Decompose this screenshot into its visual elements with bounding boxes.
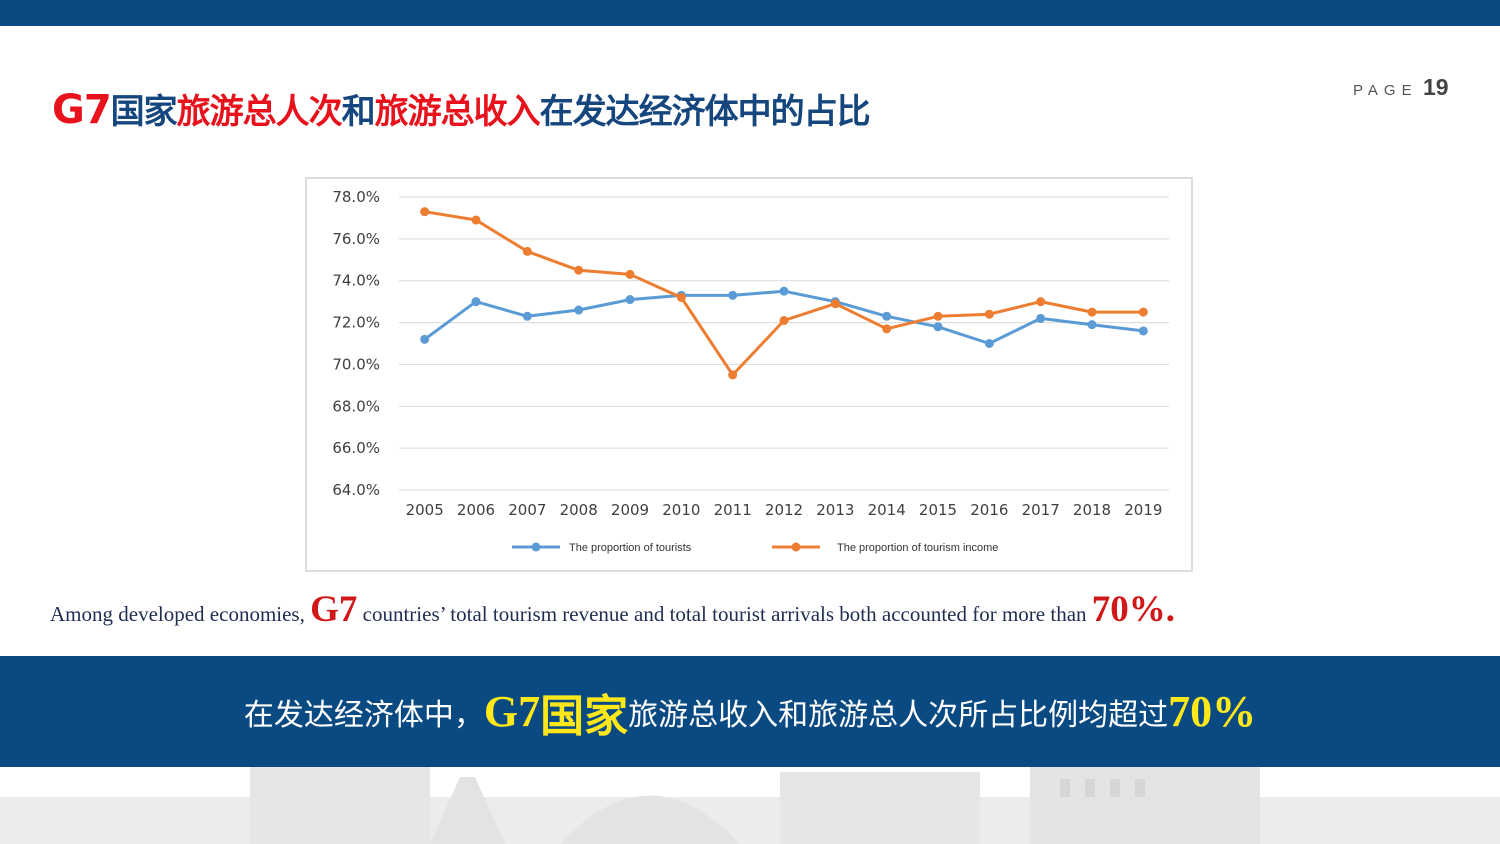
data-point	[984, 339, 994, 348]
data-point	[1138, 326, 1148, 336]
data-point	[882, 324, 892, 334]
caption: Among developed economies, G7 countries’…	[50, 588, 1175, 631]
x-tick-label: 2005	[406, 501, 444, 519]
title-part1: 国家	[110, 92, 178, 132]
skyline-decoration	[0, 767, 1500, 844]
data-point	[984, 309, 994, 319]
line-chart: 64.0% 66.0% 68.0% 70.0% 72.0% 74.0% 76.0% 78.0%…	[332, 188, 1169, 554]
legend-swatch-marker	[531, 542, 541, 552]
title-part5: 在发达经济体中的占比	[539, 92, 871, 132]
data-point	[1036, 313, 1046, 323]
x-tick-label: 2011	[714, 501, 752, 519]
data-point	[676, 292, 686, 302]
caption-part1: Among developed economies,	[50, 602, 311, 626]
chart-container: 64.0% 66.0% 68.0% 70.0% 72.0% 74.0% 76.0% 78.0%…	[305, 177, 1193, 572]
x-tick-label: 2016	[970, 501, 1008, 519]
x-tick-label: 2013	[816, 501, 854, 519]
conclusion-banner: 在发达经济体中， G7 国家 旅游总收入和旅游总人次所占比例均超过 70%	[0, 656, 1500, 767]
y-tick-label: 76.0%	[332, 230, 380, 248]
title-part3: 和	[341, 92, 376, 132]
banner-guojia: 国家	[540, 690, 629, 742]
y-tick-label: 74.0%	[332, 272, 380, 290]
banner-part2: 旅游总收入和旅游总人次所占比例均超过	[628, 697, 1169, 733]
data-point	[1087, 320, 1097, 330]
legend-label: The proportion of tourism income	[837, 542, 998, 554]
data-point	[420, 334, 430, 344]
x-tick-label: 2007	[508, 501, 546, 519]
data-point	[471, 297, 481, 307]
legend-swatch-marker	[791, 542, 801, 552]
data-point	[728, 370, 738, 380]
page-title: G7国家旅游总人次和旅游总收入在发达经济体中的占比	[52, 84, 871, 140]
x-tick-label: 2006	[457, 501, 495, 519]
page-number: 19	[1423, 74, 1449, 100]
caption-part2: countries’ total tourism revenue and tot…	[357, 602, 1092, 626]
data-point	[522, 246, 532, 256]
data-point	[933, 311, 943, 321]
data-point	[1036, 297, 1046, 307]
x-tick-label: 2015	[919, 501, 957, 519]
y-tick-label: 72.0%	[332, 314, 380, 332]
banner-part1: 在发达经济体中，	[243, 697, 484, 733]
x-tick-label: 2010	[662, 501, 700, 519]
data-point	[779, 315, 789, 325]
legend-label: The proportion of tourists	[569, 542, 692, 554]
y-tick-label: 66.0%	[332, 439, 380, 457]
data-point	[625, 295, 635, 305]
y-tick-label: 68.0%	[332, 397, 380, 415]
top-bar	[0, 0, 1500, 26]
data-point	[625, 269, 635, 279]
caption-percent: 70%.	[1091, 589, 1176, 630]
title-part4: 旅游总收入	[374, 92, 541, 132]
y-tick-label: 70.0%	[332, 355, 380, 373]
data-point	[574, 265, 584, 275]
x-tick-label: 2009	[611, 501, 649, 519]
x-tick-label: 2008	[560, 501, 598, 519]
data-point	[882, 311, 892, 321]
x-tick-label: 2018	[1073, 501, 1111, 519]
banner-text: 在发达经济体中， G7 国家 旅游总收入和旅游总人次所占比例均超过 70%	[0, 656, 1500, 767]
data-point	[779, 286, 789, 296]
data-point	[471, 215, 481, 225]
data-point	[420, 207, 430, 217]
y-tick-label: 64.0%	[332, 481, 380, 499]
caption-g7: G7	[310, 589, 358, 630]
banner-g7: G7	[483, 687, 541, 736]
x-tick-label: 2014	[868, 501, 906, 519]
data-point	[574, 305, 584, 315]
data-point	[1138, 307, 1148, 317]
x-tick-label: 2017	[1022, 501, 1060, 519]
data-point	[933, 322, 943, 332]
data-point	[830, 299, 840, 309]
page-label: PAGE	[1353, 82, 1418, 99]
x-tick-label: 2012	[765, 501, 803, 519]
banner-percent: 70%	[1168, 687, 1257, 736]
data-point	[522, 311, 532, 321]
x-tick-label: 2019	[1124, 501, 1162, 519]
y-tick-label: 78.0%	[332, 188, 380, 206]
data-point	[728, 290, 738, 300]
data-point	[1087, 307, 1097, 317]
title-part2: 旅游总人次	[176, 92, 343, 132]
title-g7: G7	[52, 87, 112, 133]
